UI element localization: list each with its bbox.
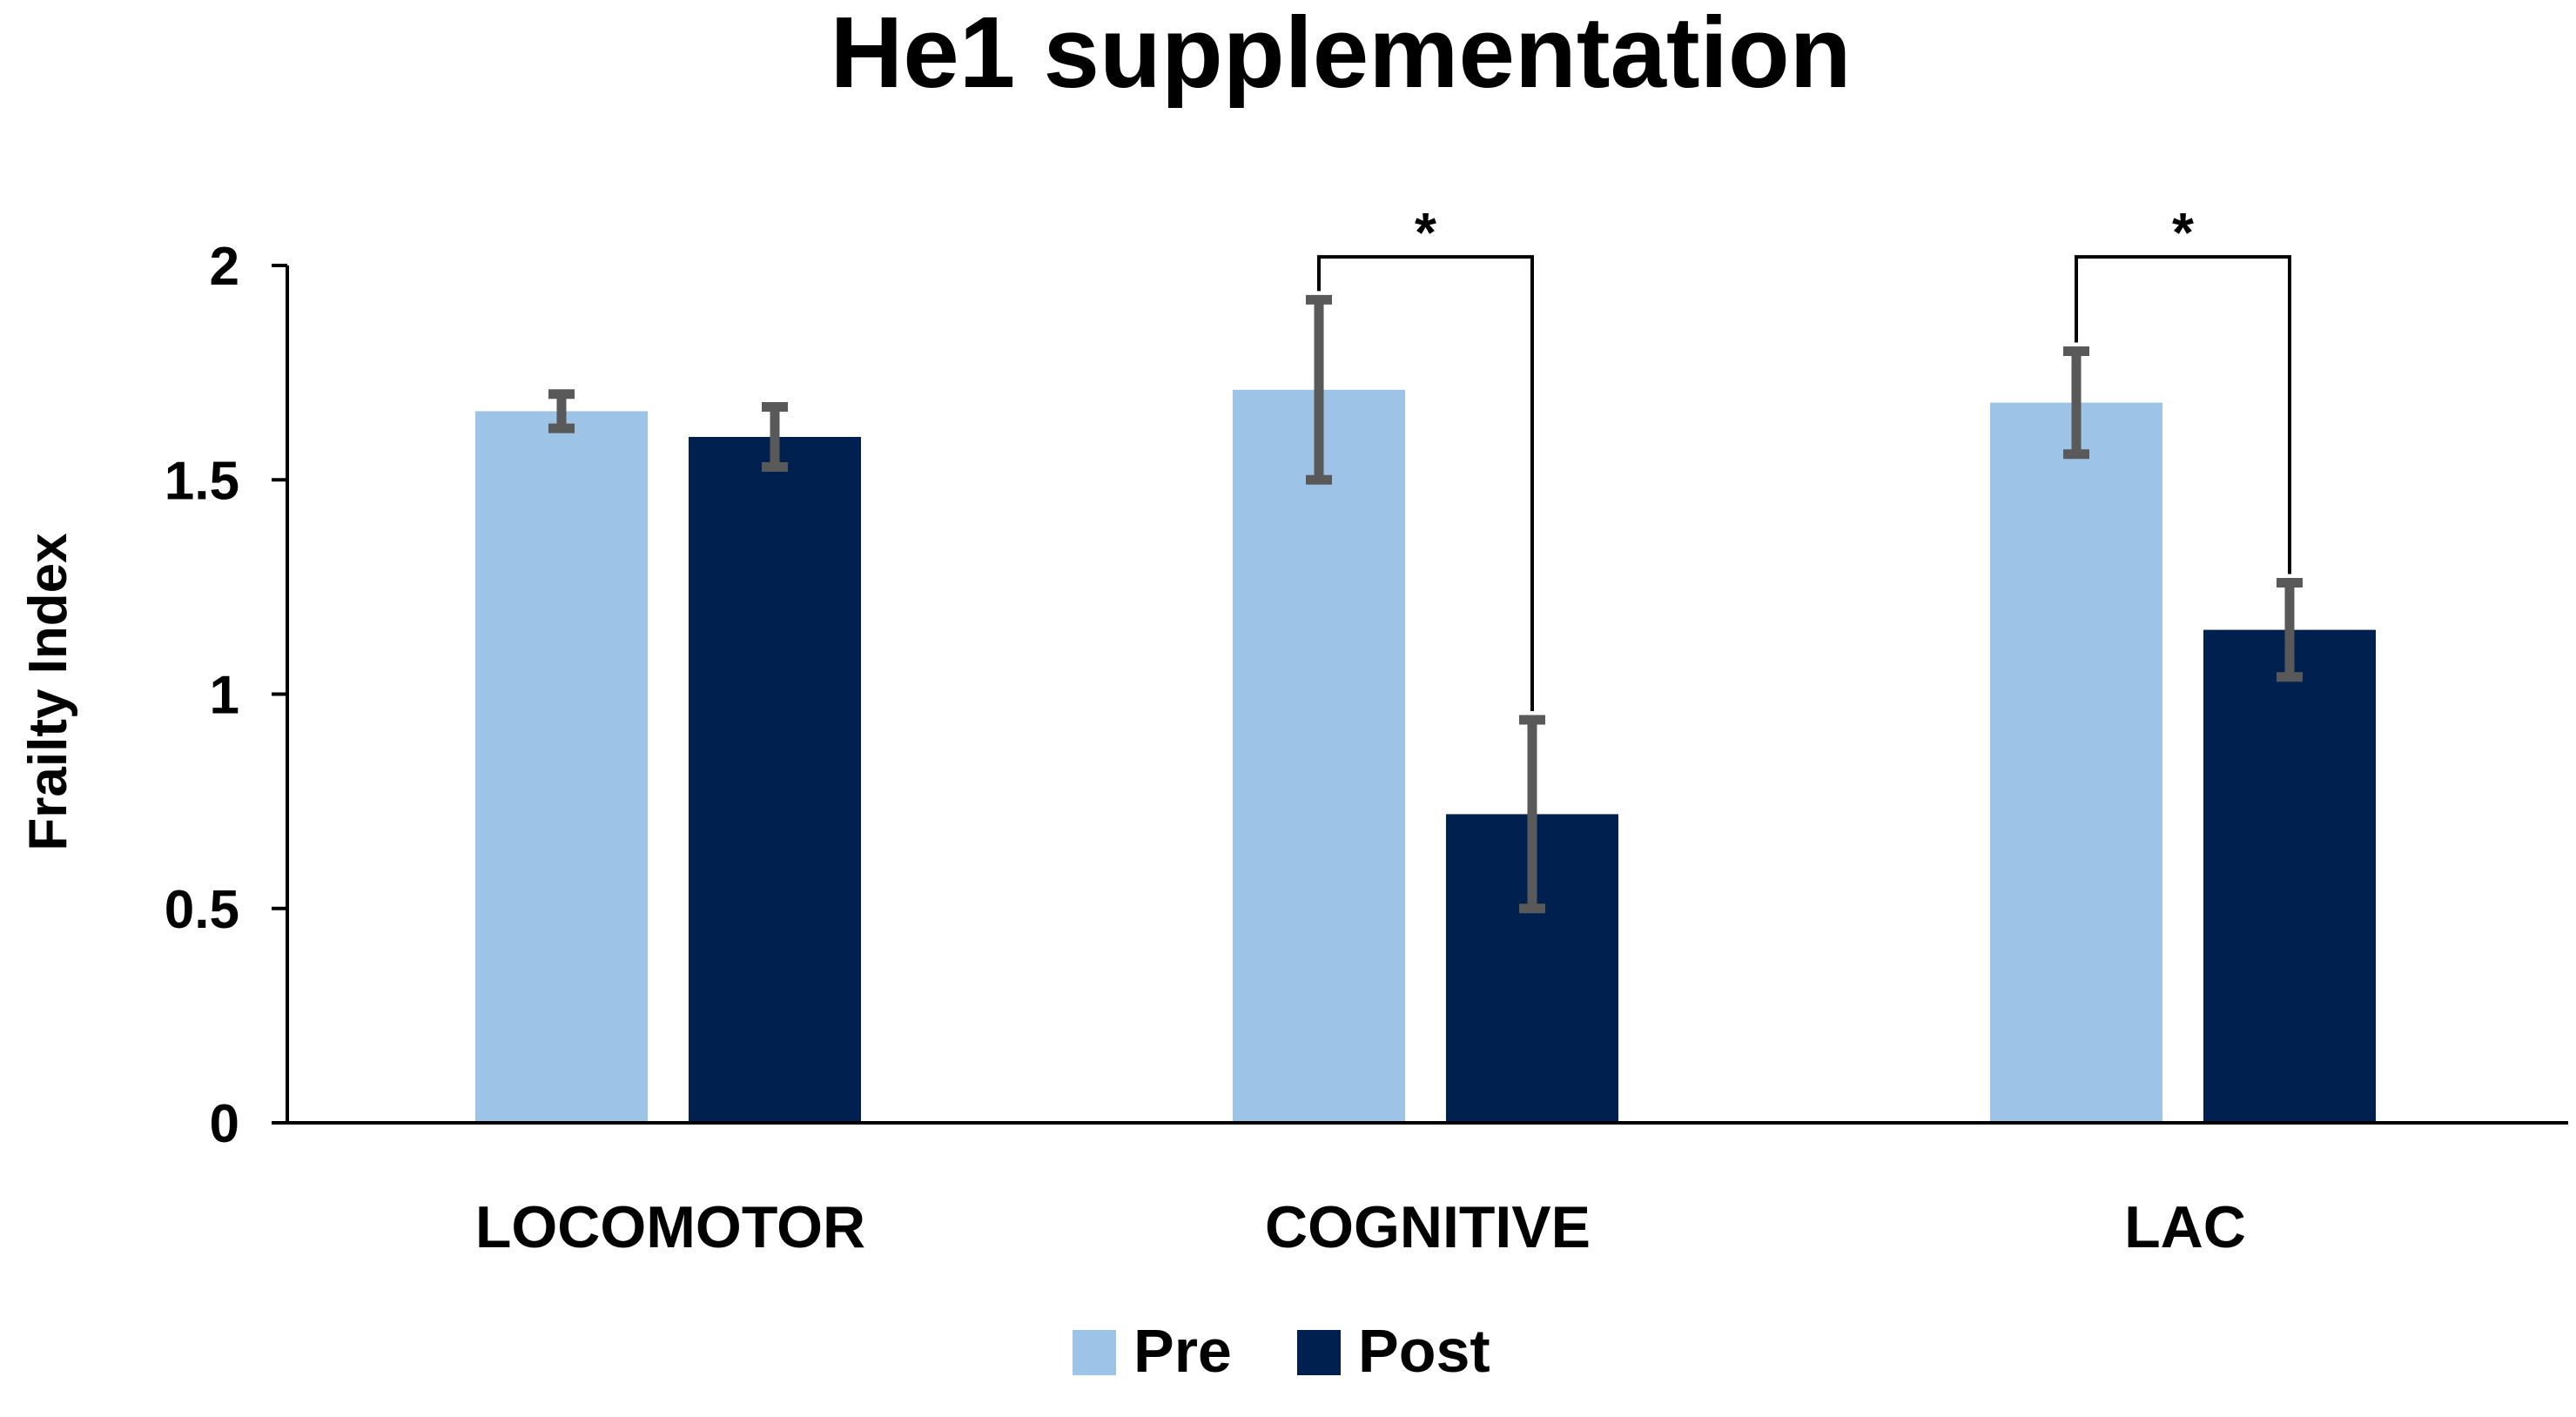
significance-marker: *: [1415, 201, 1436, 264]
bar-post-locomotor: [689, 437, 861, 1123]
x-tick-label: LAC: [2124, 1194, 2246, 1260]
significance-marker: *: [2172, 201, 2194, 264]
y-tick-label: 1: [210, 666, 239, 726]
bar-post-lac: [2203, 629, 2376, 1123]
y-axis-label: Frailty Index: [18, 533, 78, 851]
significance-bracket: [1317, 255, 1534, 712]
significance-bracket: [2075, 255, 2291, 574]
legend-swatch-pre: [1073, 1330, 1116, 1375]
legend-label-pre: Pre: [1133, 1317, 1232, 1385]
chart-title: He1 supplementation: [830, 0, 1851, 109]
bar-pre-lac: [1990, 402, 2162, 1124]
x-tick-label: COGNITIVE: [1265, 1194, 1591, 1260]
bar-pre-locomotor: [475, 411, 648, 1123]
legend-swatch-post: [1297, 1330, 1341, 1375]
bar-pre-cognitive: [1233, 389, 1405, 1123]
y-tick-label: 0.5: [165, 880, 239, 940]
y-tick-label: 1.5: [165, 451, 239, 511]
y-tick-label: 2: [210, 237, 239, 297]
x-tick-label: LOCOMOTOR: [475, 1194, 865, 1260]
y-tick-label: 0: [210, 1094, 239, 1154]
legend-label-post: Post: [1358, 1317, 1490, 1385]
